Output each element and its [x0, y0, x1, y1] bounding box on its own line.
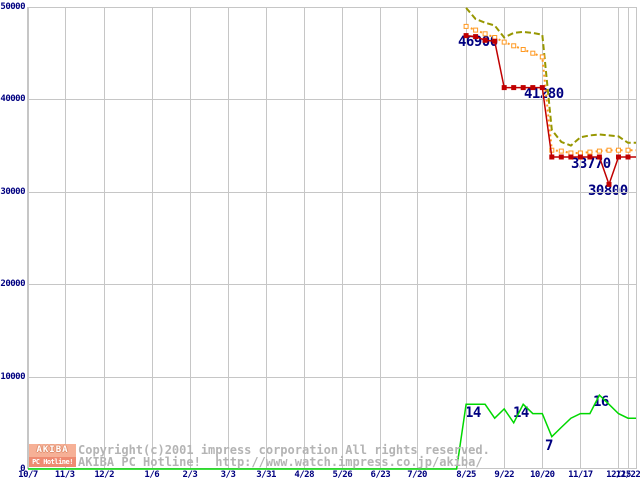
- y-tick-label: 0: [20, 464, 25, 474]
- x-tick-label: 12/15: [606, 470, 631, 480]
- x-tick-label: 7/20: [407, 470, 427, 480]
- x-tick-label: 12/2: [94, 470, 115, 480]
- x-tick-label: 4/28: [294, 470, 315, 480]
- x-tick-label: 2/3: [182, 470, 198, 480]
- x-tick-label: 11/3: [54, 470, 75, 480]
- olive-dashed-line: [465, 7, 636, 147]
- x-tick-label: 10/20: [529, 470, 555, 480]
- x-tick-label: 12/22: [615, 470, 640, 480]
- akiba-pc-hotline-logo[interactable]: AKIBA PC Hotline!: [29, 444, 76, 467]
- data-label: 46900: [458, 34, 498, 50]
- x-tick-label: 10/7: [18, 470, 38, 480]
- red-solid-line: [463, 33, 636, 187]
- akiba-logo-title: AKIBA: [29, 444, 76, 457]
- akiba-logo-subtitle: PC Hotline!: [29, 457, 76, 467]
- orange-dotted-line: [463, 23, 636, 156]
- grid-layer: [27, 7, 637, 469]
- x-tick-label: 3/31: [256, 470, 276, 480]
- data-label: 7: [545, 438, 553, 454]
- green-shop-count-line: [28, 393, 636, 470]
- y-tick-label: 50000: [0, 2, 25, 12]
- x-tick-label: 5/26: [332, 470, 353, 480]
- x-tick-label: 1/6: [144, 470, 160, 480]
- y-tick-label: 20000: [0, 279, 25, 290]
- data-label: 14: [465, 405, 481, 421]
- copyright-line2: AKIBA PC Hotline! http://www.watch.impre…: [78, 455, 483, 469]
- data-label: 41280: [524, 86, 564, 102]
- x-tick-label: 3/3: [220, 470, 236, 480]
- y-tick-label: 30000: [0, 186, 25, 197]
- copyright-line1: Copyright(c)2001 impress corporation All…: [78, 443, 490, 457]
- x-tick-label: 6/23: [370, 470, 391, 480]
- y-tick-label: 10000: [0, 371, 25, 382]
- x-tick-label: 11/17: [568, 470, 593, 480]
- x-tick-label: 8/25: [456, 470, 476, 480]
- y-tick-label: 40000: [0, 94, 25, 105]
- x-tick-label: 9/22: [494, 470, 515, 480]
